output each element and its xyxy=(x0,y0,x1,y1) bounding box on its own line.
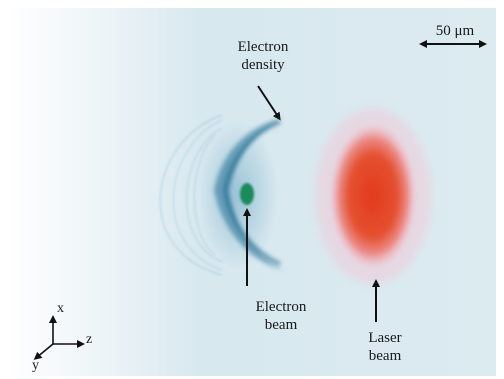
wake-rings xyxy=(159,114,223,276)
scale-bar-label: 50 μm xyxy=(435,23,475,39)
z-axis-label: z xyxy=(86,332,93,347)
density-glow xyxy=(198,120,278,270)
y-axis-label: y xyxy=(32,358,39,373)
coordinate-triad xyxy=(33,315,85,360)
electron-density-wave xyxy=(214,118,283,270)
laser-beam-label: Laser beam xyxy=(368,330,402,364)
electron-density-arrow xyxy=(257,85,281,121)
laser-beam xyxy=(315,108,431,284)
y-axis-arrow xyxy=(33,343,54,360)
electron-density-label: Electron density xyxy=(237,39,289,73)
electron-beam xyxy=(240,183,254,205)
electron-beam-label: Electron beam xyxy=(255,299,307,333)
x-axis-label: x xyxy=(57,301,64,316)
